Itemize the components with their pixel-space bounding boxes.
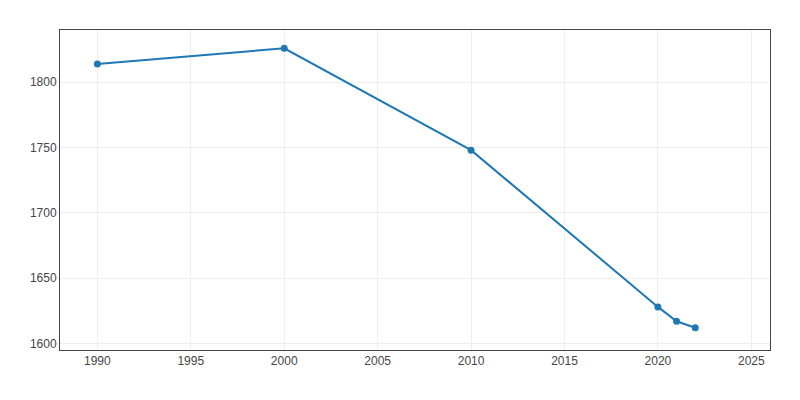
svg-text:1650: 1650: [30, 271, 57, 285]
svg-text:2020: 2020: [645, 354, 672, 368]
svg-text:2005: 2005: [364, 354, 391, 368]
svg-text:1990: 1990: [84, 354, 111, 368]
svg-text:2000: 2000: [271, 354, 298, 368]
svg-text:1750: 1750: [30, 141, 57, 155]
svg-text:2015: 2015: [551, 354, 578, 368]
svg-text:1700: 1700: [30, 206, 57, 220]
svg-text:1995: 1995: [177, 354, 204, 368]
svg-text:1600: 1600: [30, 337, 57, 351]
svg-text:2025: 2025: [738, 354, 765, 368]
svg-text:1800: 1800: [30, 75, 57, 89]
svg-text:2010: 2010: [458, 354, 485, 368]
